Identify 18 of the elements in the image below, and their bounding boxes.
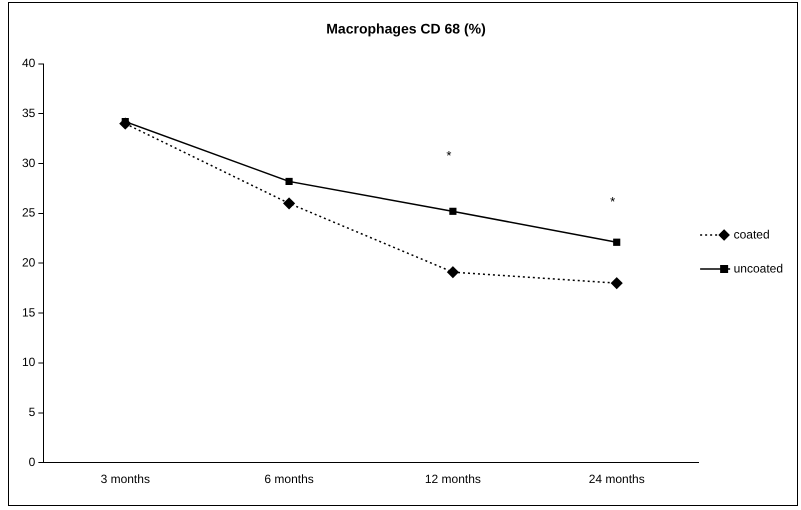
y-tick-label: 30 <box>22 156 36 170</box>
legend-label: coated <box>734 227 770 242</box>
x-tick-label: 6 months <box>264 472 314 486</box>
x-tick-label: 3 months <box>100 472 150 486</box>
y-tick-label: 20 <box>22 256 36 270</box>
annotation: * <box>610 194 616 209</box>
y-tick-label: 15 <box>22 305 36 320</box>
chart-title: Macrophages CD 68 (%) <box>326 20 486 36</box>
y-tick-label: 10 <box>22 355 36 370</box>
annotation: * <box>446 148 452 163</box>
y-tick-label: 5 <box>28 405 36 420</box>
y-tick-label: 25 <box>22 206 36 220</box>
y-tick-label: 40 <box>22 56 36 70</box>
legend-label: uncoated <box>734 261 784 276</box>
x-tick-label: 24 months <box>588 472 645 486</box>
y-tick-label: 0 <box>28 454 36 469</box>
x-tick-label: 12 months <box>424 472 481 486</box>
y-tick-label: 35 <box>22 106 36 120</box>
